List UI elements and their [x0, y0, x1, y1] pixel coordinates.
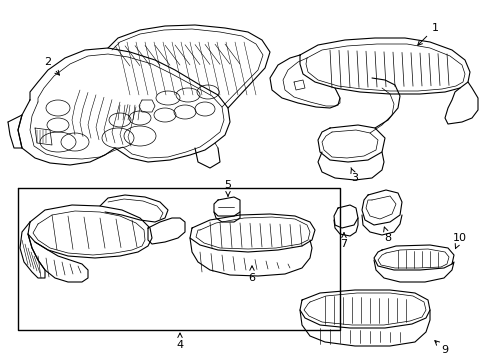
Text: 4: 4: [176, 333, 184, 350]
Text: 6: 6: [248, 266, 255, 283]
Text: 8: 8: [384, 227, 392, 243]
Text: 10: 10: [453, 233, 467, 249]
Text: 2: 2: [45, 57, 59, 75]
Text: 3: 3: [351, 168, 359, 183]
Text: 5: 5: [224, 180, 231, 196]
Text: 9: 9: [435, 341, 448, 355]
Text: 7: 7: [341, 233, 347, 249]
Text: 1: 1: [418, 23, 439, 45]
